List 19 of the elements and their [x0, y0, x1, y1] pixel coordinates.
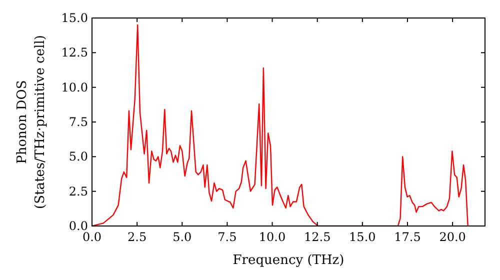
y-tick-label: 7.5 — [68, 115, 88, 129]
y-tick-label: 10.0 — [61, 80, 88, 94]
y-tick-label: 2.5 — [68, 184, 88, 198]
x-tick-label: 0.0 — [82, 230, 102, 244]
x-tick-label: 2.5 — [128, 230, 147, 244]
x-tick-label: 17.5 — [394, 230, 421, 244]
y-tick-label: 15.0 — [61, 11, 88, 25]
x-tick-label: 15.0 — [349, 230, 376, 244]
x-tick-label: 20.0 — [439, 230, 466, 244]
x-tick-label: 5.0 — [172, 230, 192, 244]
line-series — [92, 24, 468, 226]
y-axis-title: Phonon DOS (States/THz·primitive cell) — [15, 34, 48, 210]
y-tick-label: 0.0 — [68, 219, 88, 233]
y-tick-label: 5.0 — [68, 150, 88, 164]
x-tick-label: 7.5 — [218, 230, 237, 244]
x-tick-label: 12.5 — [304, 230, 331, 244]
y-tick-label: 12.5 — [61, 46, 88, 60]
x-axis-title: Frequency (THz) — [232, 253, 344, 268]
x-tick-label: 10.0 — [258, 230, 286, 244]
